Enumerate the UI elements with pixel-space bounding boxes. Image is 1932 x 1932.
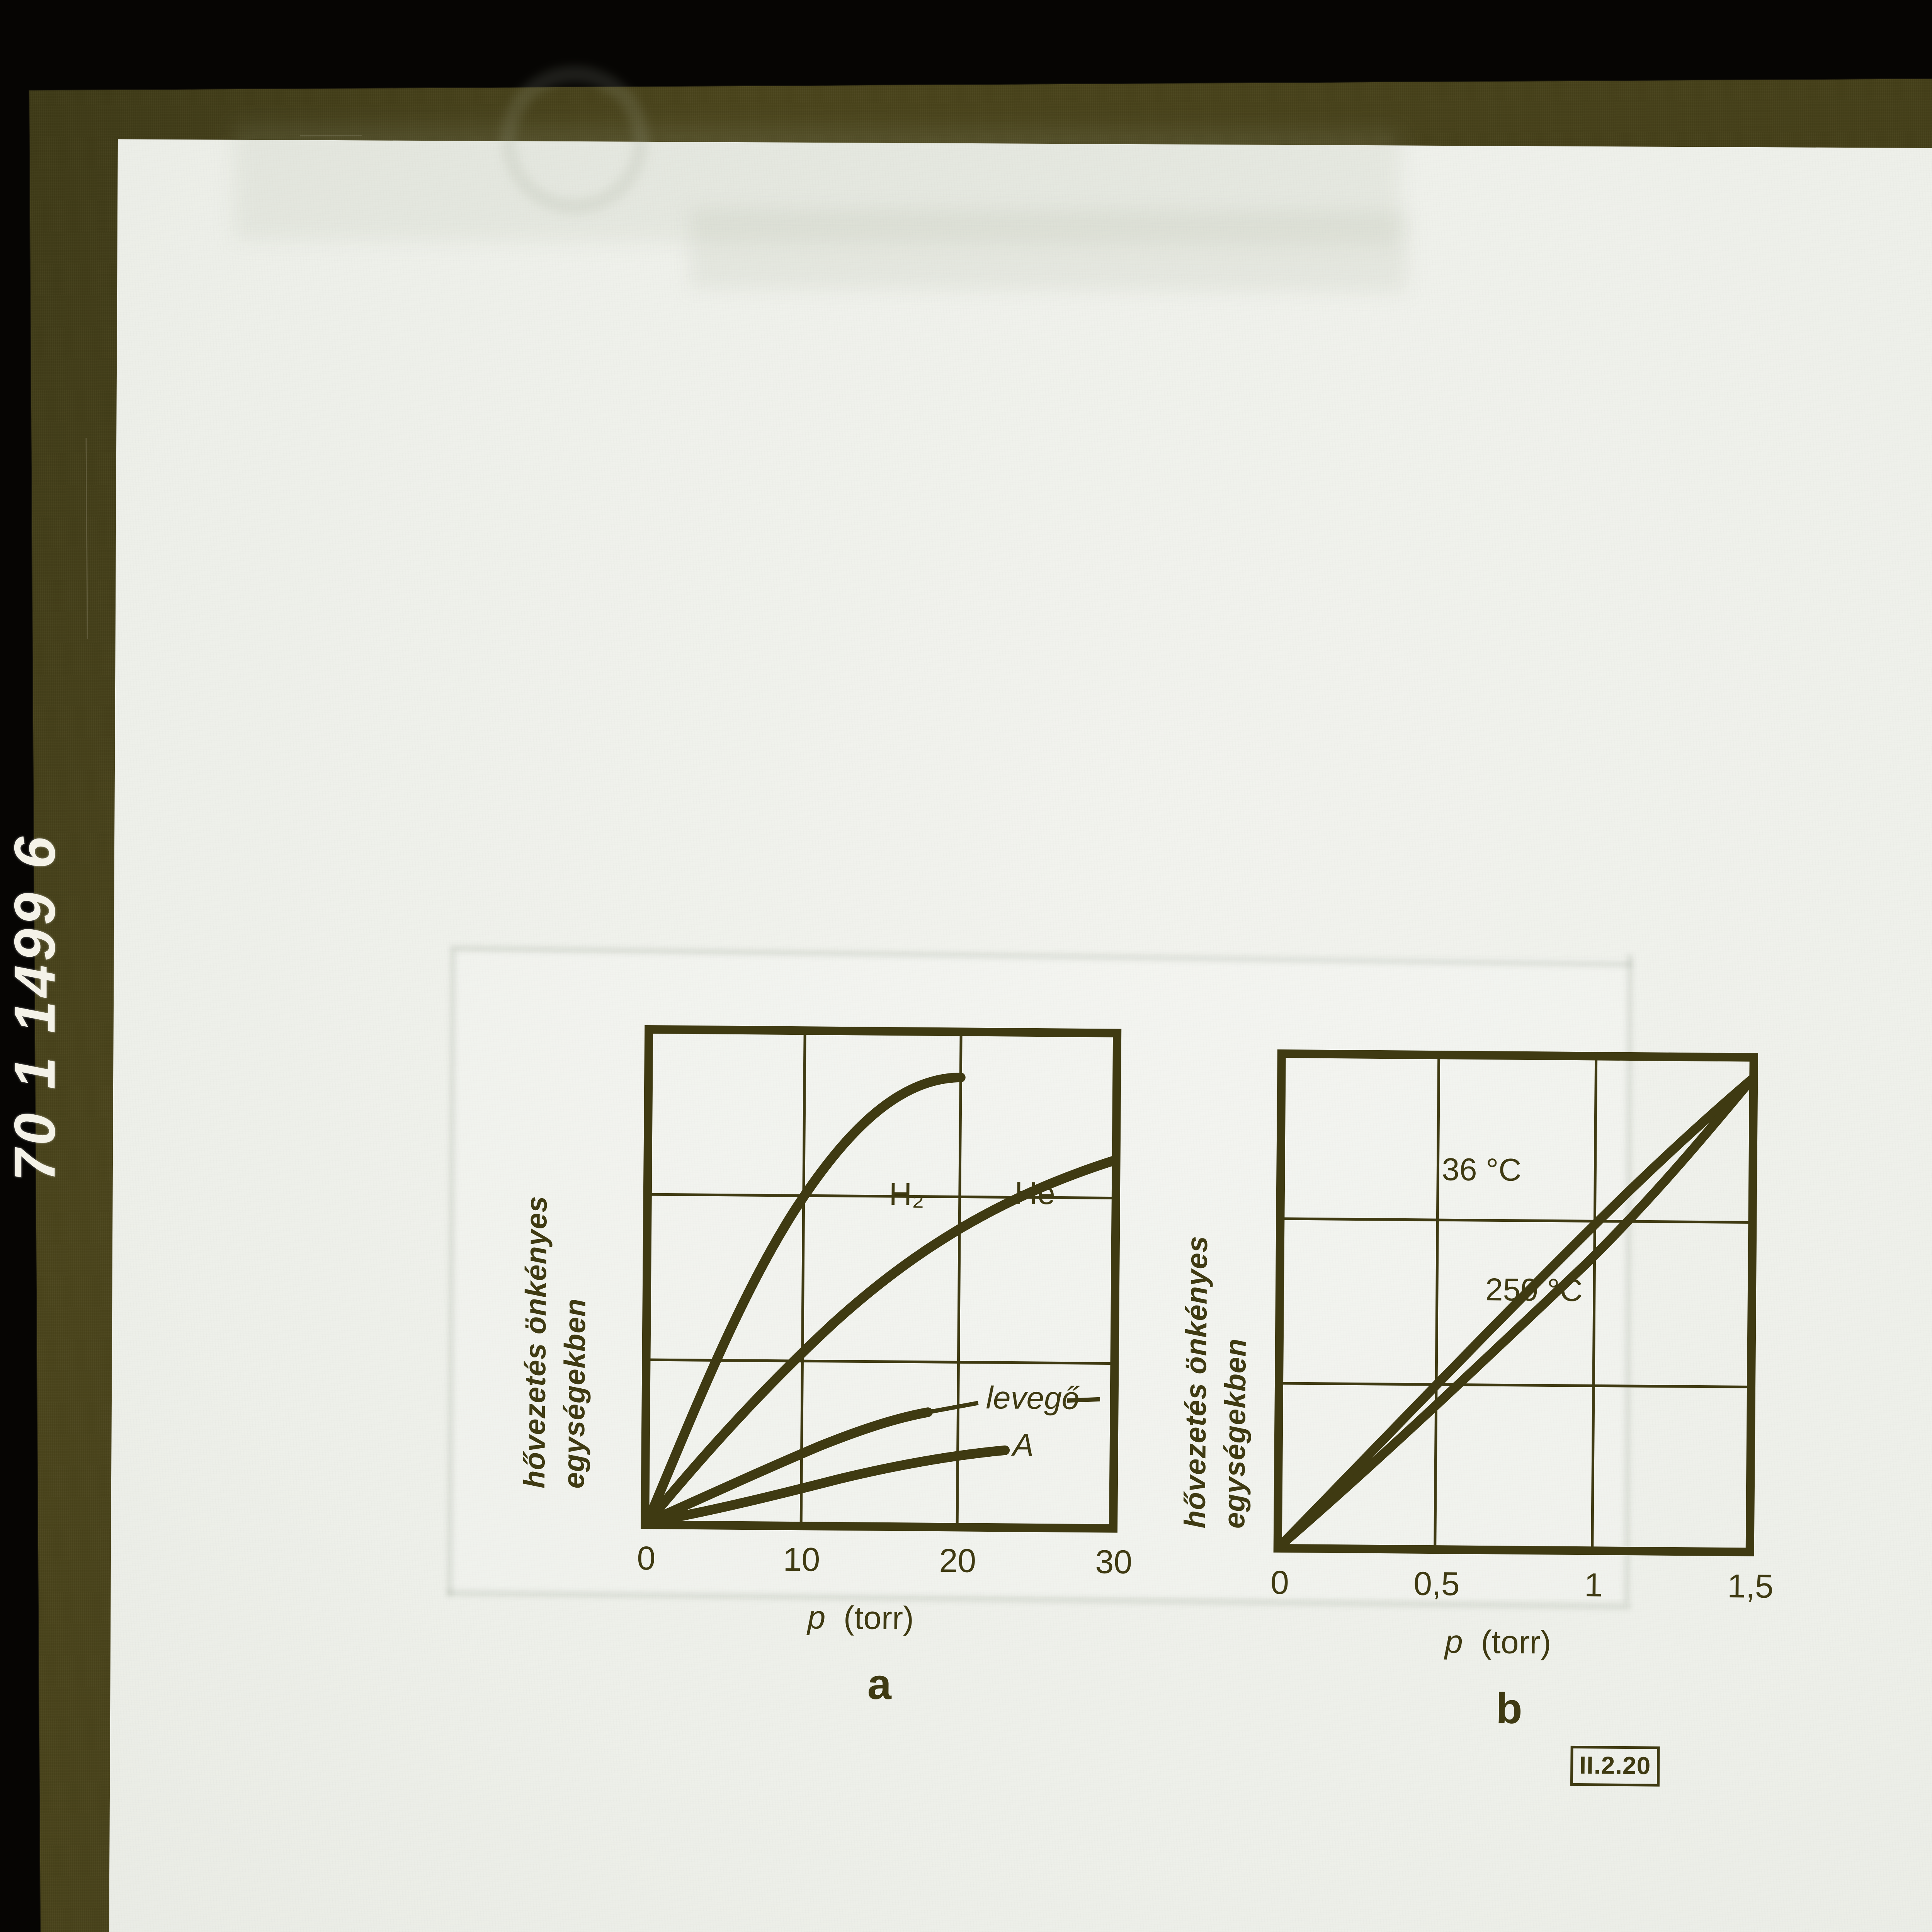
panel-a-letter: a	[867, 1660, 892, 1709]
panel-a-ylabel-line1: hővezetés önkényes	[518, 1196, 553, 1489]
panel-b-label-36c: 36 °C	[1442, 1152, 1522, 1188]
film-scratch	[300, 135, 362, 137]
panel-b-xtitle: p (torr)	[1445, 1623, 1551, 1661]
panel-a-curve-levego	[642, 1407, 933, 1527]
panel-b-xtick-15: 1,5	[1727, 1568, 1774, 1605]
panel-b-letter: b	[1495, 1684, 1523, 1733]
panel-a-label-leaders	[927, 1397, 1100, 1415]
panel-a-curve-h2	[642, 1072, 966, 1527]
paste-seam-top	[450, 945, 1633, 968]
panel-a-label-a: A	[1012, 1427, 1034, 1463]
panel-b-xtick-05: 0,5	[1413, 1565, 1460, 1603]
panel-b-xtitle-symbol: p	[1444, 1623, 1463, 1660]
figure-number-box: II.2.20	[1570, 1745, 1660, 1787]
ghost-band-top-secondary	[689, 207, 1408, 293]
panel-a-label-he: He	[1014, 1175, 1056, 1211]
panel-b-curve-250c	[1276, 1075, 1756, 1550]
panel-a-curve-a	[642, 1445, 1010, 1527]
panel-b-curve-36c	[1276, 1075, 1756, 1550]
panel-a-ylabel-line2: egységekben	[557, 1298, 592, 1489]
figure-II-2-20: hővezetés önkényes egységekben	[442, 989, 1808, 1823]
panel-a-xtick-10: 10	[783, 1541, 820, 1578]
panel-b-gridlines	[1279, 1055, 1753, 1551]
panel-b-ylabel-line2: egységekben	[1218, 1338, 1252, 1529]
panel-b-axes-frame	[1273, 1049, 1758, 1556]
panel-a-plot	[641, 1025, 1122, 1533]
film-edge-handwriting: 70 1 1499 6	[2, 833, 67, 1182]
panel-b-plot	[1273, 1049, 1758, 1556]
panel-b-xtitle-unit: (torr)	[1481, 1624, 1551, 1661]
panel-a-label-h2: H₂	[889, 1176, 925, 1212]
panel-b-xtick-0: 0	[1270, 1564, 1289, 1602]
panel-a-xtick-0: 0	[637, 1539, 656, 1577]
panel-a-axes-frame	[641, 1025, 1122, 1533]
panel-a-xtick-30: 30	[1095, 1543, 1133, 1581]
panel-b-ylabel-line1: hővezetés önkényes	[1179, 1235, 1214, 1529]
panel-b-label-250c: 250 °C	[1485, 1272, 1583, 1308]
panel-a-xtick-20: 20	[939, 1542, 976, 1580]
panel-a-xtitle: p (torr)	[807, 1599, 914, 1637]
panel-a-curve-he	[642, 1156, 1119, 1527]
panel-a-xtitle-unit: (torr)	[843, 1599, 914, 1636]
panel-b-xtick-1: 1	[1584, 1566, 1603, 1604]
panel-a-xtitle-symbol: p	[807, 1599, 826, 1636]
panel-a-label-levego: levegő	[986, 1380, 1080, 1416]
panel-a-gridlines	[646, 1031, 1116, 1527]
film-scratch	[85, 438, 88, 639]
